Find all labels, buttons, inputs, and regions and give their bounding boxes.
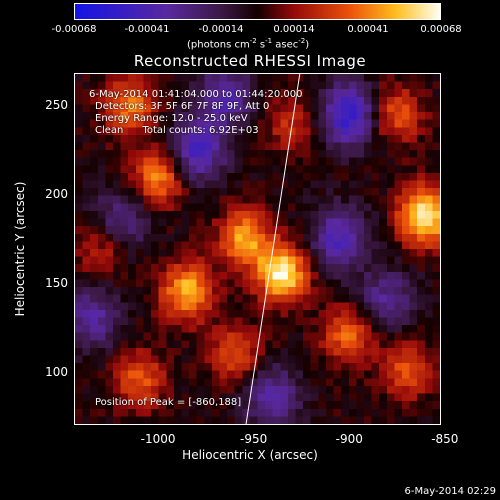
x-tick-label: -950 xyxy=(240,432,268,446)
y-tick-label: 250 xyxy=(45,98,68,112)
y-tick-label: 150 xyxy=(45,275,68,290)
colorbar-tick-label: 0.00068 xyxy=(420,24,462,35)
peak-position-label: Position of Peak = [-860,188] xyxy=(95,397,242,408)
heatmap-image xyxy=(75,74,440,424)
colorbar xyxy=(74,3,441,20)
info-detectors: Detectors: 3F 5F 6F 7F 8F 9F, Att 0 xyxy=(95,101,270,112)
colorbar-units: (photons cm-2 s-1 asec-2) xyxy=(187,37,310,51)
x-tick-label: -850 xyxy=(431,432,459,446)
plot-overlay xyxy=(245,74,301,424)
x-axis-label: Heliocentric X (arcsec) xyxy=(182,448,318,462)
colorbar-gradient xyxy=(75,4,440,19)
colorbar-tick-label: 0.00041 xyxy=(347,24,389,35)
colorbar-tick-label: -0.00068 xyxy=(51,24,97,35)
y-axis-label: Heliocentric Y (arcsec) xyxy=(13,181,27,317)
footer-timestamp: 6-May-2014 02:29 xyxy=(404,486,496,497)
chart-title: Reconstructed RHESSI Image xyxy=(133,52,367,70)
info-time-range: 6-May-2014 01:41:04.000 to 01:44:20.000 xyxy=(89,89,303,100)
plot-area: 6-May-2014 01:41:04.000 to 01:44:20.000 … xyxy=(74,73,441,425)
y-tick-label: 100 xyxy=(45,364,68,379)
colorbar-tick-label: -0.00041 xyxy=(124,24,170,35)
info-clean-counts: Clean Total counts: 6.92E+03 xyxy=(95,125,259,136)
info-energy-range: Energy Range: 12.0 - 25.0 keV xyxy=(95,113,248,124)
colorbar-tick-label: -0.00014 xyxy=(198,24,244,35)
x-tick-label: -900 xyxy=(335,432,363,446)
x-tick-label: -1000 xyxy=(140,432,176,446)
y-tick-label: 200 xyxy=(45,186,68,201)
colorbar-tick-label: 0.00014 xyxy=(273,24,315,35)
solar-limb-line xyxy=(245,74,301,424)
